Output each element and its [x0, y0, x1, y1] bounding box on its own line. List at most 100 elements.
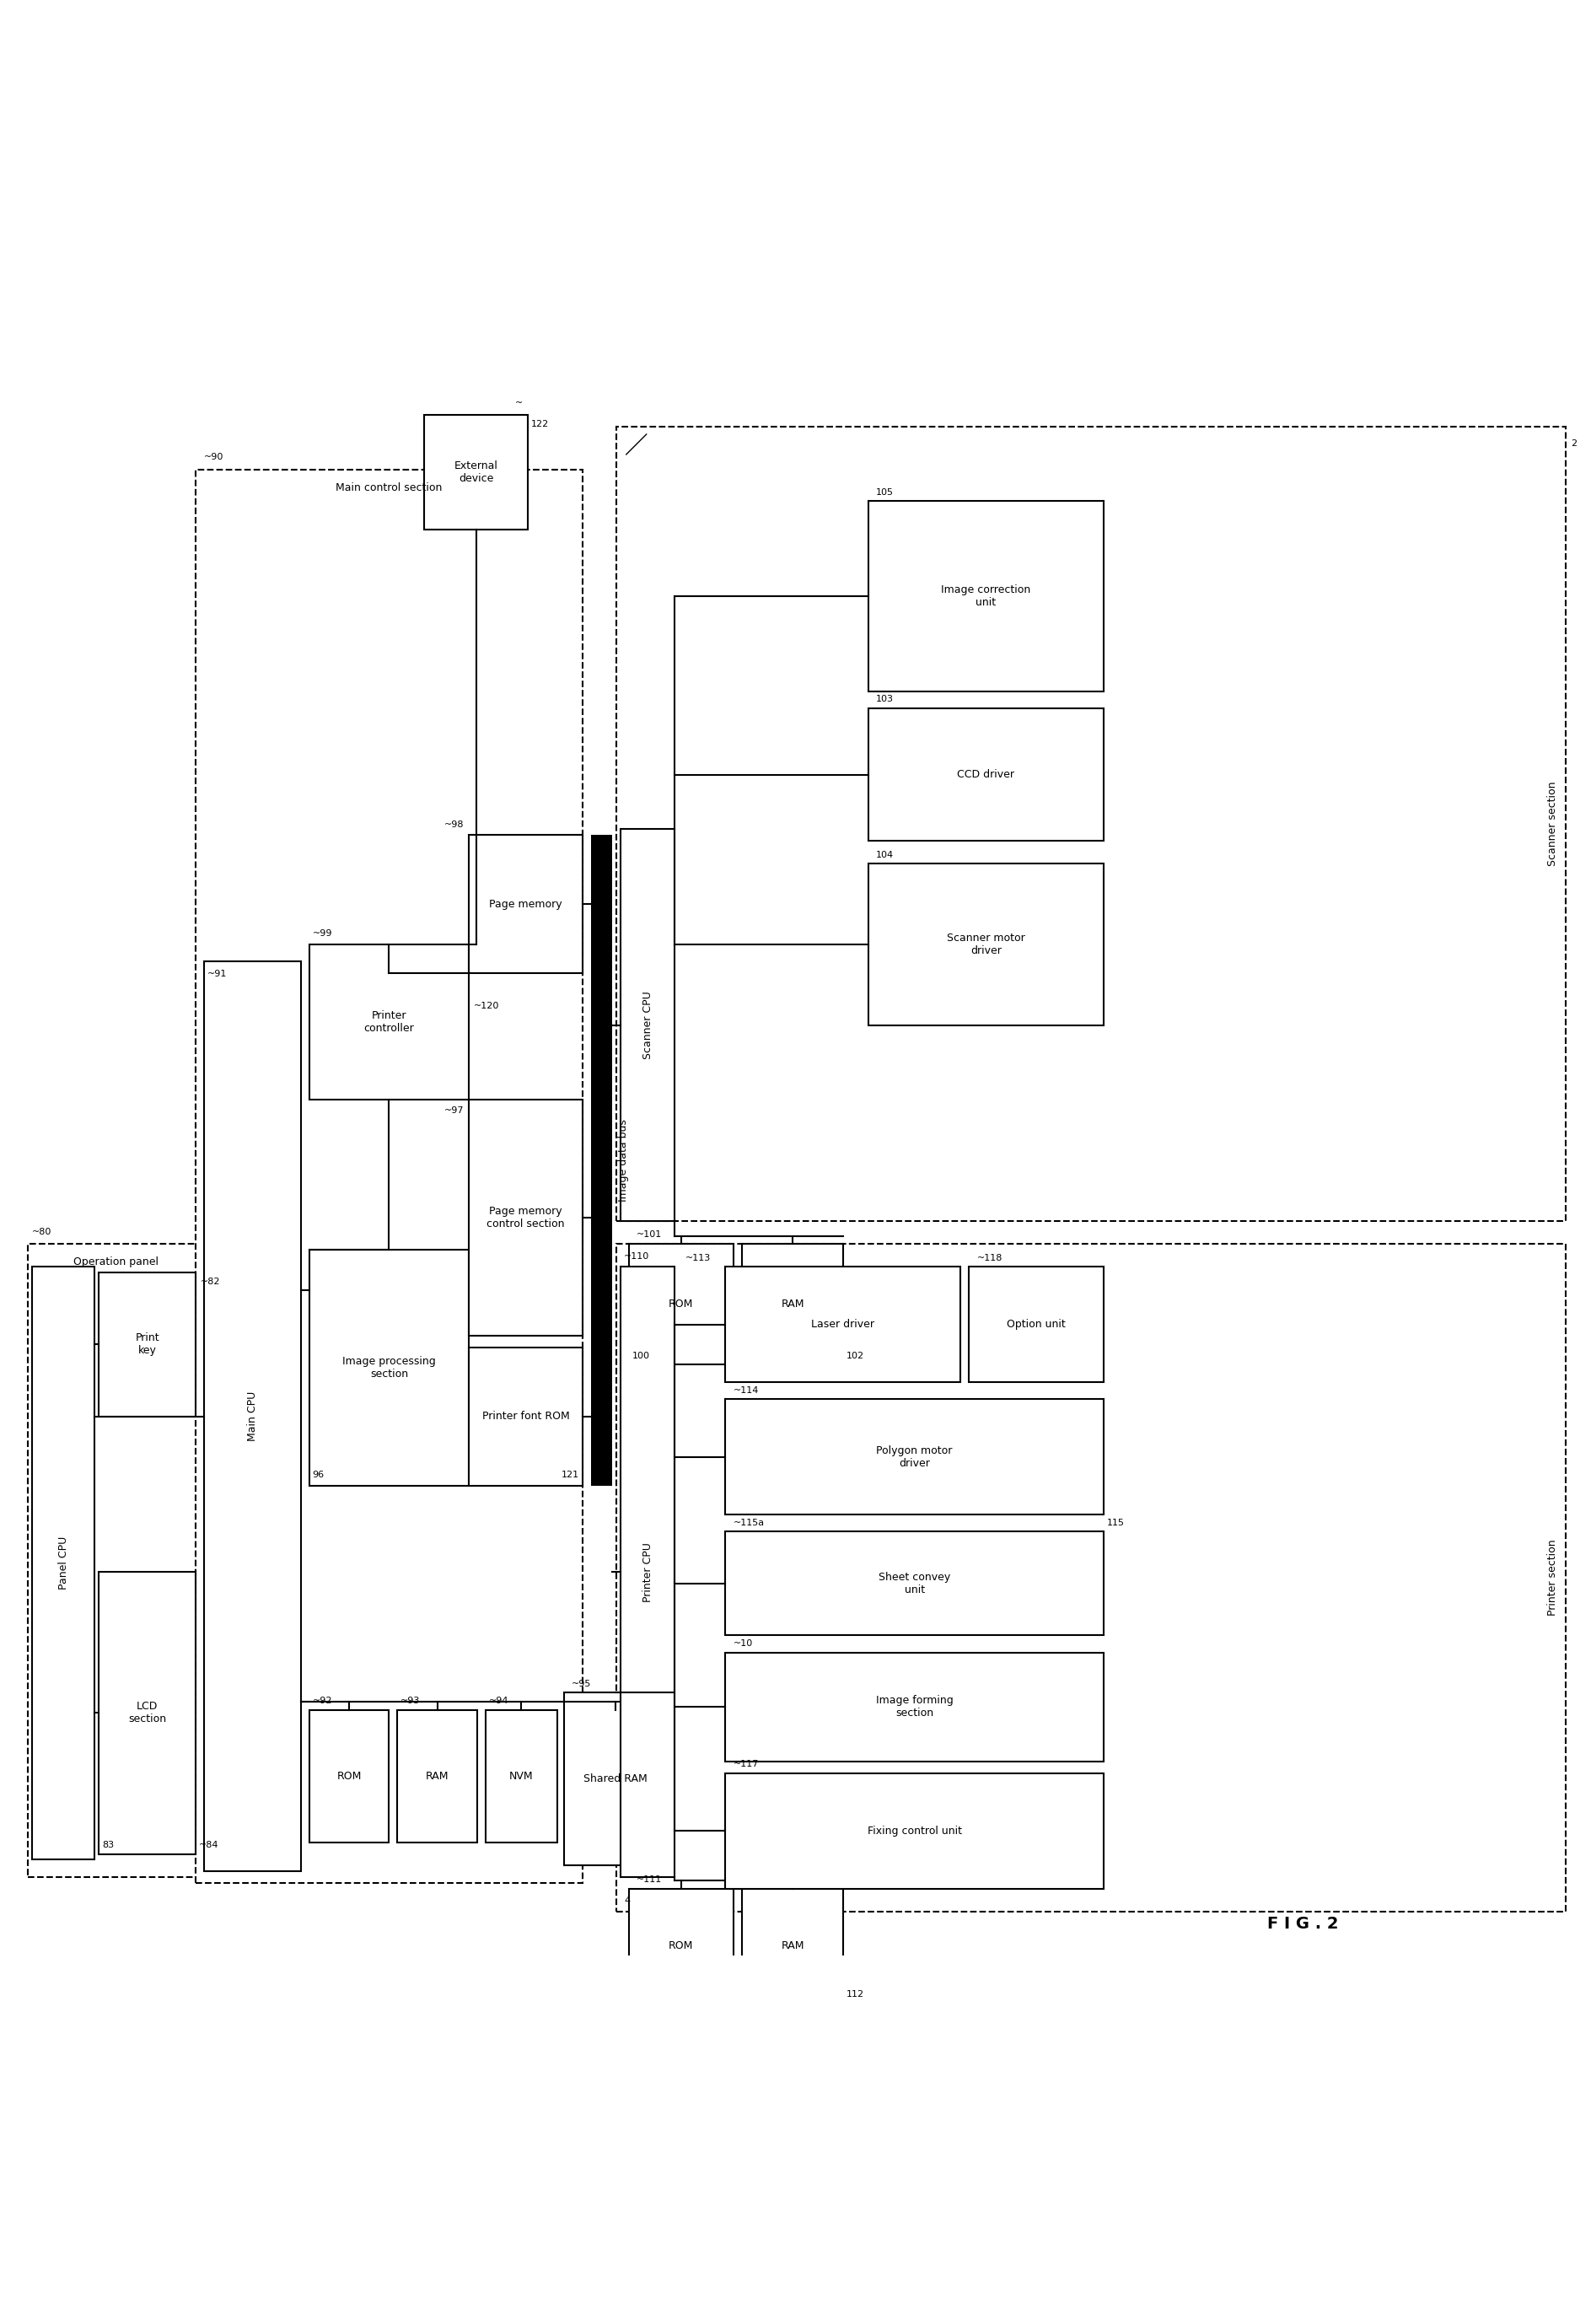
Bar	[741, 1889, 843, 2003]
Bar	[725, 1773, 1104, 1889]
Bar	[204, 962, 301, 1871]
Bar	[309, 1250, 469, 1485]
Text: ~82: ~82	[200, 1278, 220, 1285]
Text: LCD
section: LCD section	[129, 1701, 167, 1724]
Text: 115: 115	[1107, 1518, 1125, 1527]
Text: Polygon motor
driver: Polygon motor driver	[877, 1446, 953, 1469]
Bar	[563, 1692, 667, 1866]
Bar	[725, 1532, 1104, 1636]
Text: 102: 102	[846, 1353, 864, 1360]
Text: Operation panel: Operation panel	[73, 1257, 159, 1267]
Bar	[196, 469, 582, 1882]
Text: ~99: ~99	[312, 930, 333, 939]
Text: ~: ~	[515, 397, 523, 407]
Bar	[969, 1267, 1104, 1383]
Text: Scanner section: Scanner section	[1546, 781, 1558, 867]
Text: ROM: ROM	[668, 1299, 694, 1311]
Text: Printer
controller: Printer controller	[364, 1011, 414, 1034]
Bar	[628, 1243, 733, 1364]
Text: Shared RAM: Shared RAM	[584, 1773, 648, 1785]
Text: Laser driver: Laser driver	[811, 1318, 875, 1329]
Text: ~101: ~101	[636, 1229, 662, 1239]
Bar	[32, 1267, 95, 1859]
Text: Scanner motor
driver: Scanner motor driver	[947, 932, 1025, 955]
Text: F I G . 2: F I G . 2	[1268, 1915, 1338, 1931]
Text: ~110: ~110	[624, 1253, 649, 1260]
Text: External
device: External device	[453, 460, 498, 483]
Text: ~120: ~120	[474, 1002, 500, 1011]
Text: ~95: ~95	[571, 1680, 592, 1687]
Text: 4: 4	[624, 1896, 630, 1906]
Text: Main control section: Main control section	[336, 481, 442, 493]
Bar	[725, 1652, 1104, 1762]
Bar	[309, 1710, 390, 1843]
Text: Fixing control unit: Fixing control unit	[867, 1824, 961, 1836]
Bar	[725, 1399, 1104, 1515]
Bar	[741, 1243, 843, 1364]
Text: ~90: ~90	[204, 453, 223, 462]
Text: ~84: ~84	[199, 1841, 218, 1850]
Text: 104: 104	[877, 851, 894, 860]
Text: NVM: NVM	[509, 1771, 533, 1783]
Text: RAM: RAM	[781, 1941, 803, 1952]
Text: 112: 112	[846, 1989, 864, 1999]
Bar	[590, 834, 613, 1485]
Bar	[485, 1710, 557, 1843]
Text: ~80: ~80	[32, 1227, 53, 1236]
Text: Page memory
control section: Page memory control section	[487, 1206, 565, 1229]
Text: CCD driver: CCD driver	[958, 769, 1015, 781]
Text: ~111: ~111	[636, 1875, 662, 1885]
Bar	[869, 865, 1104, 1025]
Text: 121: 121	[562, 1471, 579, 1478]
Text: Printer CPU: Printer CPU	[643, 1543, 652, 1601]
Text: 100: 100	[632, 1353, 649, 1360]
Text: ~118: ~118	[977, 1253, 1002, 1262]
Text: Page memory: Page memory	[488, 899, 562, 909]
Bar	[398, 1710, 477, 1843]
Text: Image data bus: Image data bus	[619, 1120, 628, 1202]
Text: 103: 103	[877, 695, 894, 704]
Text: Image forming
section: Image forming section	[875, 1694, 953, 1720]
Bar	[99, 1274, 196, 1415]
Bar	[869, 502, 1104, 690]
Text: Sheet convey
unit: Sheet convey unit	[878, 1571, 950, 1594]
Bar	[27, 1243, 204, 1878]
Text: Scanner CPU: Scanner CPU	[643, 990, 652, 1060]
Text: ~98: ~98	[444, 820, 465, 830]
Text: ~91: ~91	[207, 969, 228, 978]
Bar	[616, 425, 1566, 1220]
Text: ~113: ~113	[686, 1253, 711, 1262]
Bar	[620, 830, 675, 1220]
Text: 122: 122	[531, 421, 549, 428]
Bar	[620, 1267, 675, 1878]
Text: ~117: ~117	[733, 1759, 759, 1769]
Text: ROM: ROM	[337, 1771, 361, 1783]
Bar	[425, 414, 528, 530]
Text: Main CPU: Main CPU	[247, 1392, 258, 1441]
Text: Option unit: Option unit	[1007, 1318, 1066, 1329]
Text: 2: 2	[1570, 439, 1577, 449]
Text: ROM: ROM	[668, 1941, 694, 1952]
Text: ~114: ~114	[733, 1385, 759, 1394]
Text: Print
key: Print key	[135, 1332, 159, 1357]
Text: ~97: ~97	[444, 1106, 465, 1116]
Text: Panel CPU: Panel CPU	[57, 1536, 68, 1590]
Text: 105: 105	[877, 488, 894, 497]
Bar	[869, 709, 1104, 841]
Text: ~93: ~93	[401, 1697, 420, 1706]
Text: Image processing
section: Image processing section	[342, 1355, 436, 1380]
Bar	[469, 834, 582, 974]
Bar	[616, 1243, 1566, 1913]
Bar	[469, 1348, 582, 1485]
Text: Image correction
unit: Image correction unit	[942, 583, 1031, 609]
Text: ~94: ~94	[488, 1697, 509, 1706]
Text: RAM: RAM	[781, 1299, 803, 1311]
Text: ~115a: ~115a	[733, 1518, 765, 1527]
Text: Printer font ROM: Printer font ROM	[482, 1411, 570, 1422]
Text: ~92: ~92	[312, 1697, 333, 1706]
Text: Printer section: Printer section	[1546, 1538, 1558, 1615]
Bar	[469, 1099, 582, 1336]
Bar	[725, 1267, 961, 1383]
Bar	[309, 944, 469, 1099]
Text: RAM: RAM	[426, 1771, 449, 1783]
